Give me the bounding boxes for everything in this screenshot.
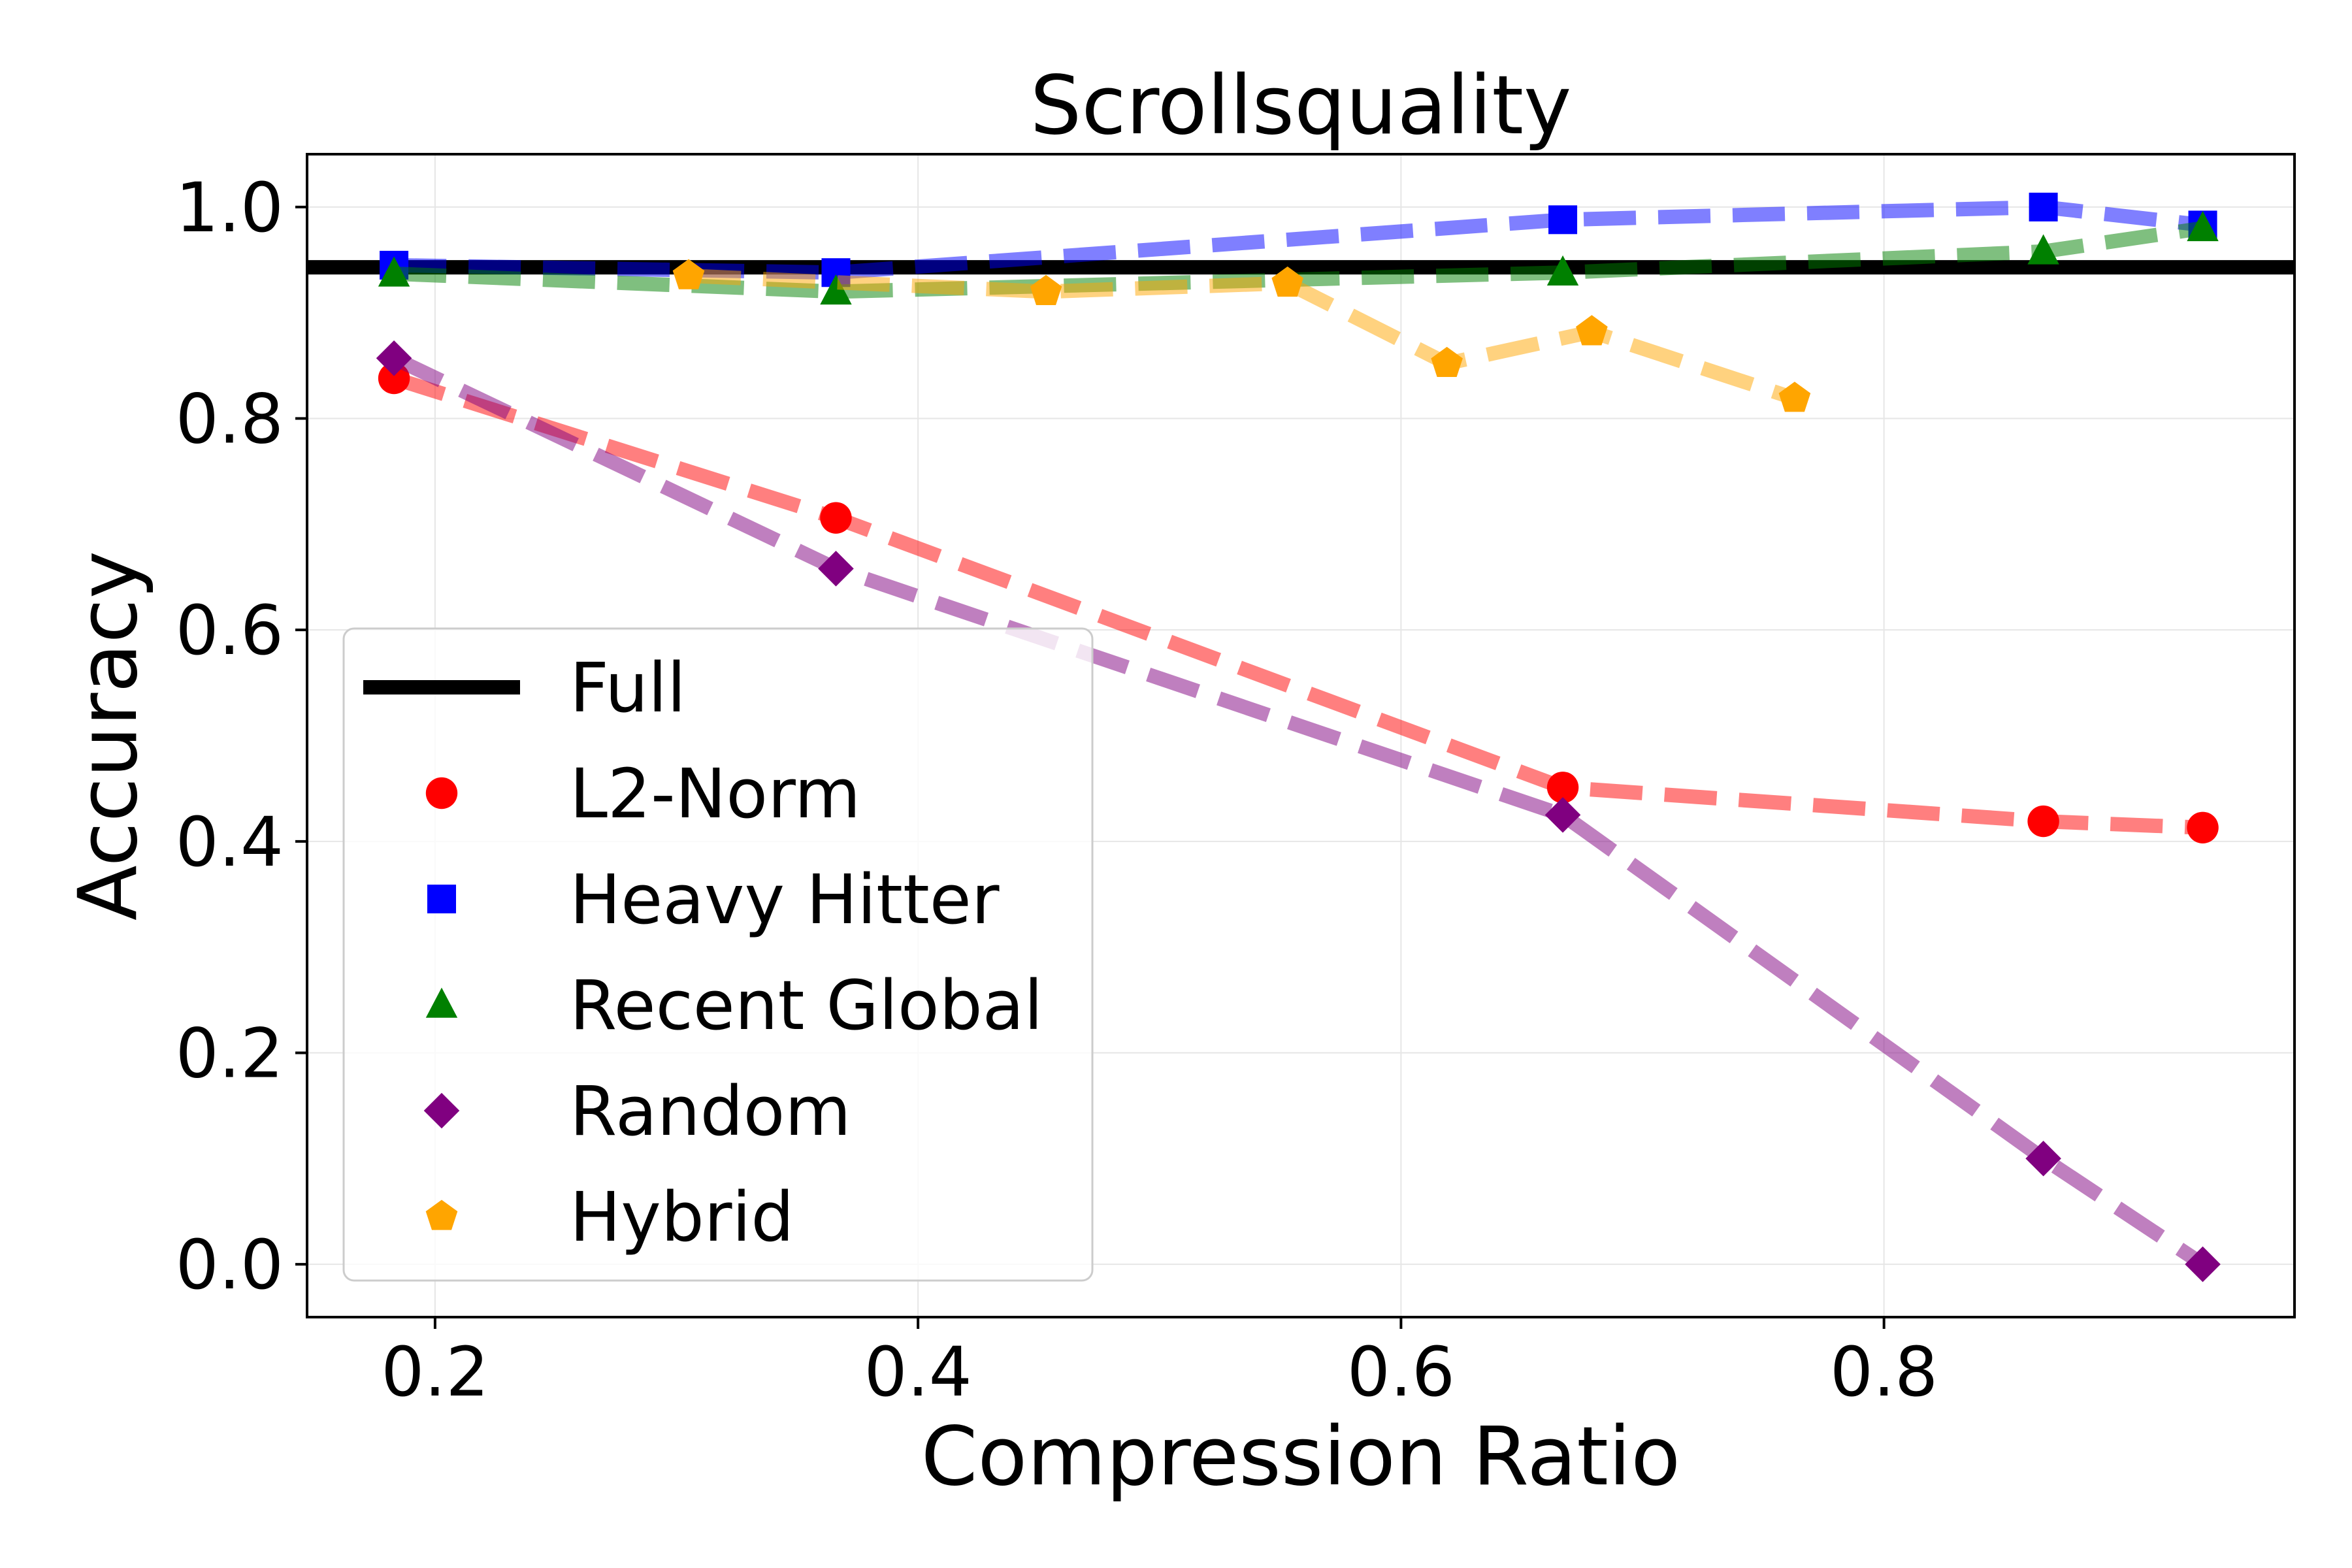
- legend-label-hybrid: Hybrid: [570, 1177, 794, 1257]
- random-point: [2025, 1140, 2061, 1177]
- random-point: [818, 551, 854, 587]
- heavy-hitter-point: [1548, 205, 1578, 235]
- legend-symbol-random: [423, 1092, 460, 1129]
- legend: Full L2-Norm Heavy Hitter Recent Global Rand…: [342, 627, 1094, 1282]
- legend-symbol-l2-norm: [425, 777, 458, 809]
- recent-global-series: [378, 210, 2219, 305]
- random-point: [376, 340, 412, 376]
- x-tick-label: 0.2: [381, 1332, 489, 1412]
- legend-label-l2-norm: L2-Norm: [570, 754, 860, 834]
- series-layer: [376, 192, 2221, 1282]
- legend-symbol-heavy-hitter: [427, 885, 456, 913]
- l2-norm-point: [2027, 805, 2059, 838]
- legend-label-full: Full: [570, 648, 686, 728]
- y-tick-label: 0.8: [176, 380, 284, 459]
- hybrid-point: [1030, 274, 1062, 305]
- x-tick-label: 0.4: [864, 1332, 972, 1412]
- legend-symbol-recent-global: [425, 987, 458, 1018]
- l2-norm-series: [378, 362, 2219, 843]
- random-series: [376, 340, 2221, 1282]
- y-axis-label: Accuracy: [61, 551, 155, 921]
- legend-label-recent-global: Recent Global: [570, 966, 1043, 1045]
- y-tick-label: 1.0: [176, 168, 284, 248]
- l2-norm-point: [378, 362, 410, 395]
- hybrid-point: [672, 259, 705, 289]
- hybrid-series: [672, 259, 1811, 412]
- hybrid-point: [1271, 266, 1303, 297]
- hybrid-point: [1576, 315, 1608, 346]
- hybrid-point: [1778, 382, 1811, 412]
- y-tick-label: 0.6: [176, 591, 284, 670]
- l2-norm-point: [820, 502, 852, 534]
- legend-box: [342, 627, 1094, 1282]
- recent-global-point: [820, 274, 852, 305]
- random-point: [1544, 797, 1581, 833]
- recent-global-point: [1546, 255, 1579, 286]
- recent-global-point: [2187, 210, 2219, 242]
- y-tick-label: 0.4: [176, 802, 284, 882]
- legend-symbol-hybrid: [425, 1200, 458, 1230]
- random-point: [2185, 1246, 2221, 1282]
- plot-frame: [306, 153, 2296, 1318]
- x-axis-label: Compression Ratio: [921, 1410, 1680, 1504]
- heavy-hitter-point: [2029, 192, 2058, 221]
- legend-label-random: Random: [570, 1071, 851, 1151]
- x-tick-label: 0.6: [1347, 1332, 1455, 1412]
- l2-norm-point: [1546, 772, 1579, 804]
- y-tick-label: 0.2: [176, 1013, 284, 1093]
- hybrid-point: [1431, 346, 1463, 377]
- legend-label-heavy-hitter: Heavy Hitter: [570, 860, 1000, 939]
- chart-title: Scrollsquality: [1030, 59, 1572, 153]
- tick-layer: 0.2 0.4 0.6 0.8 0.0 0.2 0.4 0.6 0.8 1.0: [176, 168, 1938, 1412]
- recent-global-point: [378, 256, 410, 287]
- random-line: [391, 351, 2207, 1271]
- hybrid-line: [688, 269, 1797, 406]
- y-tick-label: 0.0: [176, 1225, 284, 1305]
- x-tick-label: 0.8: [1830, 1332, 1938, 1412]
- l2-norm-point: [2187, 811, 2219, 843]
- recent-global-point: [2027, 234, 2059, 265]
